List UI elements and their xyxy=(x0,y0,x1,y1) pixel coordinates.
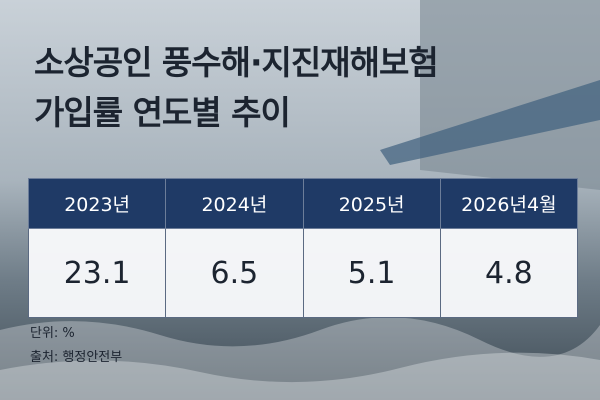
column-header: 2023년 xyxy=(27,178,167,229)
source-note: 출처: 행정안전부 xyxy=(30,350,123,365)
title-line: 가입률 연도별 추이 xyxy=(34,93,291,132)
unit-note: 단위: % xyxy=(30,326,75,341)
title-line: 소상공인 풍수해·지진재해보험 xyxy=(34,43,439,82)
notes: 단위: % 출처: 행정안전부 xyxy=(30,322,122,370)
title: 소상공인 풍수해·지진재해보험 가입률 연도별 추이 xyxy=(34,38,439,138)
value-cell: 6.5 xyxy=(165,228,304,318)
value-cell: 4.8 xyxy=(439,228,579,318)
value-row: 23.1 6.5 5.1 4.8 xyxy=(27,228,579,318)
column-header: 2024년 xyxy=(165,178,304,229)
header-row: 2023년 2024년 2025년 2026년4월 xyxy=(27,178,579,229)
column-header: 2026년4월 xyxy=(439,178,579,229)
value-cell: 23.1 xyxy=(27,228,167,318)
value-cell: 5.1 xyxy=(302,228,441,318)
column-header: 2025년 xyxy=(302,178,441,229)
data-table: 2023년 2024년 2025년 2026년4월 23.1 6.5 5.1 4… xyxy=(27,178,579,318)
